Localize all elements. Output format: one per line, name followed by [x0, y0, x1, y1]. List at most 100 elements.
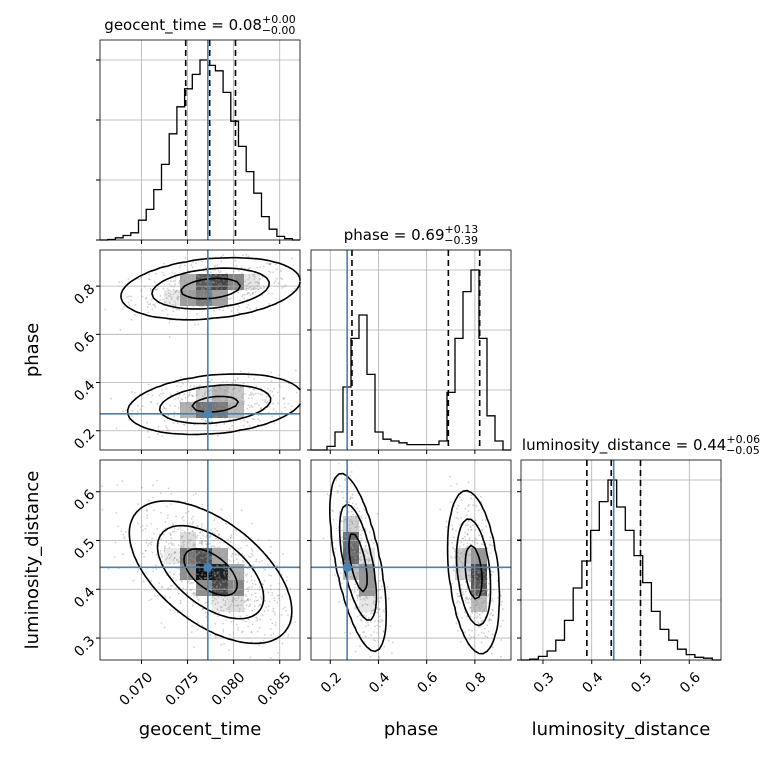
sample-point	[242, 288, 245, 290]
sample-point	[197, 415, 200, 417]
sample-point	[224, 390, 227, 392]
sample-point	[165, 505, 168, 508]
sample-point	[491, 633, 494, 636]
sample-point	[478, 613, 481, 616]
sample-point	[180, 529, 183, 532]
sample-point	[205, 407, 208, 410]
sample-point	[213, 290, 216, 292]
sample-point	[212, 397, 215, 400]
sample-point	[211, 290, 214, 293]
sample-point	[354, 586, 356, 589]
sample-point	[453, 569, 456, 572]
sample-point	[231, 382, 234, 384]
sample-point	[230, 410, 233, 413]
sample-point	[258, 561, 261, 563]
sample-point	[343, 533, 346, 535]
sample-point	[185, 573, 187, 575]
sample-point	[344, 535, 346, 538]
sample-point	[215, 415, 218, 418]
sample-point	[338, 462, 340, 465]
sample-point	[259, 287, 262, 289]
sample-point	[228, 580, 231, 582]
sample-point	[287, 636, 289, 638]
sample-point	[238, 277, 241, 280]
sample-point	[269, 584, 272, 587]
sample-point	[351, 540, 354, 542]
sample-point	[174, 283, 177, 286]
sample-point	[364, 641, 366, 643]
sample-point	[466, 615, 468, 618]
sample-point	[181, 535, 184, 537]
sample-point	[165, 308, 168, 311]
sample-point	[168, 546, 171, 549]
sample-point	[471, 592, 474, 595]
sample-point	[367, 571, 369, 573]
sample-point	[251, 550, 254, 552]
sample-point	[186, 402, 189, 404]
sample-point	[461, 555, 464, 558]
sample-point	[190, 589, 193, 591]
sample-point	[362, 577, 365, 579]
sample-point	[154, 281, 156, 284]
sample-point	[211, 281, 213, 283]
sample-point	[459, 575, 462, 578]
sample-point	[210, 398, 213, 401]
sample-point	[469, 525, 472, 528]
sample-point	[212, 531, 214, 534]
sample-point	[170, 493, 173, 495]
sample-point	[284, 284, 287, 286]
sample-point	[242, 568, 245, 571]
sample-point	[204, 281, 207, 284]
sample-point	[210, 300, 213, 303]
sample-point	[224, 402, 227, 404]
sample-point	[459, 556, 461, 559]
xtick-label-phase-3: 0.8	[463, 669, 490, 696]
sample-point	[460, 517, 463, 519]
sample-point	[478, 569, 481, 572]
sample-point	[472, 636, 475, 638]
sample-point	[226, 558, 229, 561]
sample-point	[270, 380, 273, 382]
sample-point	[240, 279, 242, 282]
sample-point	[200, 542, 203, 545]
sample-point	[190, 581, 193, 584]
sample-point	[219, 402, 222, 405]
sample-point	[204, 574, 206, 576]
sample-point	[271, 591, 274, 594]
sample-point	[203, 290, 206, 293]
sample-point	[264, 399, 266, 401]
sample-point	[244, 573, 247, 576]
sample-point	[361, 611, 363, 614]
sample-point	[477, 570, 480, 573]
sample-point	[123, 306, 125, 309]
sample-point	[383, 645, 385, 648]
sample-point	[475, 505, 478, 507]
sample-point	[240, 588, 243, 591]
sample-point	[269, 262, 272, 265]
sample-point	[341, 491, 343, 494]
sample-point	[474, 594, 477, 597]
sample-point	[229, 560, 231, 562]
sample-point	[164, 425, 167, 427]
sample-point	[180, 546, 183, 549]
sample-point	[202, 557, 205, 559]
sample-point	[239, 404, 241, 406]
sample-point	[180, 580, 183, 583]
sample-point	[489, 536, 491, 539]
sample-point	[193, 559, 196, 562]
sample-point	[156, 528, 159, 530]
sample-point	[242, 382, 245, 385]
sample-point	[175, 579, 177, 582]
sample-point	[249, 598, 252, 601]
sample-point	[233, 570, 236, 572]
sample-point	[360, 515, 363, 518]
sample-point	[462, 562, 464, 565]
sample-point	[174, 280, 177, 282]
sample-point	[277, 652, 280, 654]
scatter-layer	[101, 253, 504, 659]
sample-point	[163, 274, 165, 277]
sample-point	[480, 601, 483, 604]
sample-point	[168, 557, 171, 560]
sample-point	[344, 631, 346, 634]
sample-point	[223, 571, 226, 574]
